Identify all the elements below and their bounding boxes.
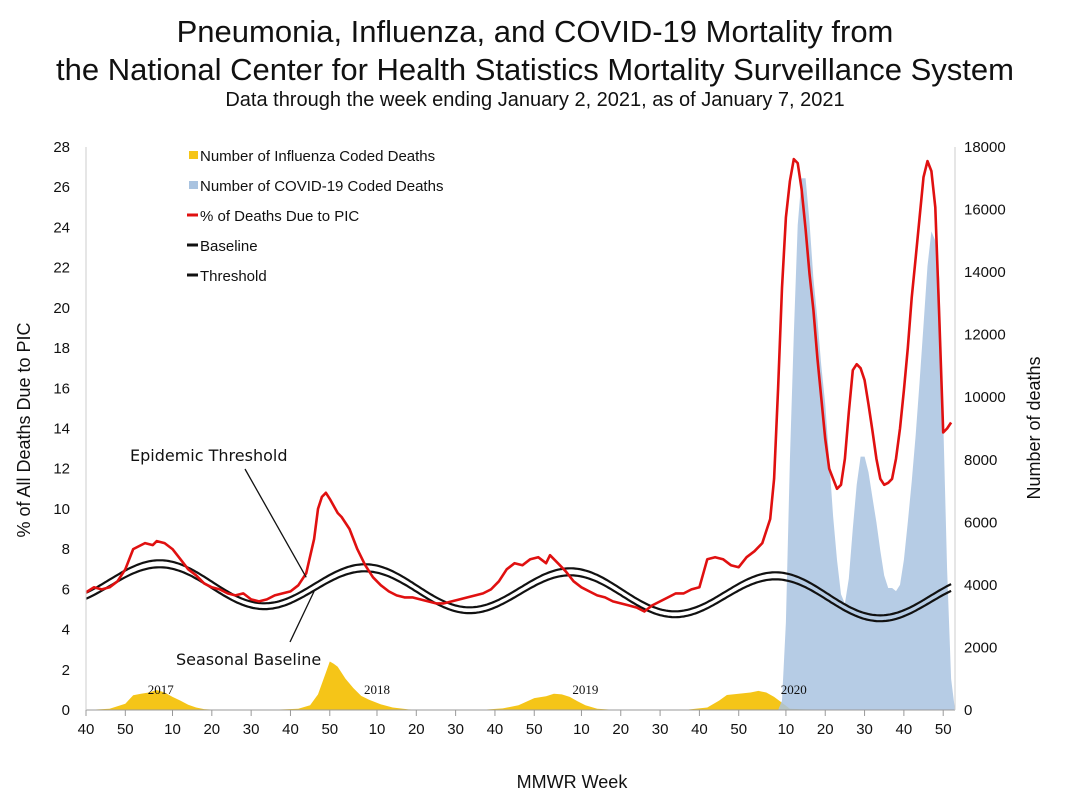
x-tick-label: 50 <box>117 721 134 738</box>
y-tick-left: 10 <box>53 501 70 518</box>
y-tick-left: 12 <box>53 461 70 478</box>
x-axis-label: MMWR Week <box>517 772 629 792</box>
y-axis-label-left: % of All Deaths Due to PIC <box>14 322 34 537</box>
x-tick-label: 20 <box>817 721 834 738</box>
axes-layer: 0246810121416182022242628020004000600080… <box>53 139 1005 738</box>
x-tick-label: 50 <box>526 721 543 738</box>
x-tick-label: 40 <box>896 721 913 738</box>
legend-entry: % of Deaths Due to PIC <box>200 208 359 225</box>
season-label: 2018 <box>364 682 390 697</box>
x-tick-label: 30 <box>652 721 669 738</box>
annotation-epidemic-threshold: Epidemic Threshold <box>130 446 287 465</box>
y-tick-right: 18000 <box>964 139 1006 156</box>
legend-entry: Threshold <box>200 268 267 285</box>
y-tick-right: 4000 <box>964 577 997 594</box>
series-covid-deaths-area <box>778 178 955 711</box>
season-label: 2020 <box>781 682 807 697</box>
x-tick-label: 40 <box>691 721 708 738</box>
y-tick-right: 2000 <box>964 639 997 656</box>
y-tick-right: 12000 <box>964 327 1006 344</box>
series-baseline-line <box>85 566 952 623</box>
legend: Number of Influenza Coded Deaths Number o… <box>187 148 443 285</box>
y-tick-left: 28 <box>53 139 70 156</box>
area-layer <box>86 178 955 711</box>
x-tick-label: 20 <box>408 721 425 738</box>
line-layer <box>85 157 953 623</box>
y-tick-left: 24 <box>53 219 70 236</box>
x-tick-label: 40 <box>78 721 95 738</box>
legend-swatch <box>189 181 198 189</box>
x-tick-label: 20 <box>612 721 629 738</box>
annotation-threshold-pointer <box>244 468 307 578</box>
series-pic-percent-line <box>85 157 953 613</box>
y-tick-left: 0 <box>62 702 70 719</box>
x-tick-label: 30 <box>856 721 873 738</box>
x-tick-label: 50 <box>730 721 747 738</box>
x-tick-label: 40 <box>282 721 299 738</box>
x-tick-label: 30 <box>243 721 260 738</box>
y-tick-left: 8 <box>62 541 70 558</box>
legend-entry: Number of Influenza Coded Deaths <box>200 148 435 165</box>
legend-entry: Number of COVID-19 Coded Deaths <box>200 178 443 195</box>
y-tick-right: 6000 <box>964 514 997 531</box>
y-tick-left: 20 <box>53 300 70 317</box>
x-tick-label: 10 <box>369 721 386 738</box>
x-tick-label: 10 <box>573 721 590 738</box>
chart-title-line2: the National Center for Health Statistic… <box>56 52 1014 87</box>
y-tick-right: 14000 <box>964 264 1006 281</box>
y-axis-label-right: Number of deaths <box>1024 356 1044 499</box>
y-tick-right: 10000 <box>964 389 1006 406</box>
x-tick-label: 20 <box>203 721 220 738</box>
annotation-seasonal-baseline: Seasonal Baseline <box>176 650 321 669</box>
x-tick-label: 40 <box>487 721 504 738</box>
x-tick-label: 10 <box>164 721 181 738</box>
x-tick-label: 10 <box>778 721 795 738</box>
chart-subtitle: Data through the week ending January 2, … <box>225 89 845 111</box>
legend-swatch <box>189 151 198 159</box>
y-tick-left: 6 <box>62 581 70 598</box>
chart-title: Pneumonia, Influenza, and COVID-19 Morta… <box>176 14 894 49</box>
y-tick-left: 26 <box>53 179 70 196</box>
y-tick-left: 22 <box>53 260 70 277</box>
annotation-baseline-pointer <box>289 591 315 643</box>
annotation-layer: 2017 2018 2019 2020 Epidemic Threshold Season… <box>130 446 807 697</box>
y-tick-left: 2 <box>62 662 70 679</box>
legend-entry: Baseline <box>200 238 258 255</box>
season-label: 2017 <box>148 682 175 697</box>
y-tick-left: 16 <box>53 380 70 397</box>
y-tick-right: 16000 <box>964 202 1006 219</box>
season-label: 2019 <box>572 682 598 697</box>
x-tick-label: 30 <box>447 721 464 738</box>
y-tick-left: 18 <box>53 340 70 357</box>
x-tick-label: 50 <box>321 721 338 738</box>
y-tick-left: 14 <box>53 421 70 438</box>
series-influenza-deaths-area <box>86 661 908 710</box>
y-tick-right: 8000 <box>964 452 997 469</box>
x-tick-label: 50 <box>935 721 952 738</box>
y-tick-right: 0 <box>964 702 972 719</box>
y-tick-left: 4 <box>62 622 70 639</box>
